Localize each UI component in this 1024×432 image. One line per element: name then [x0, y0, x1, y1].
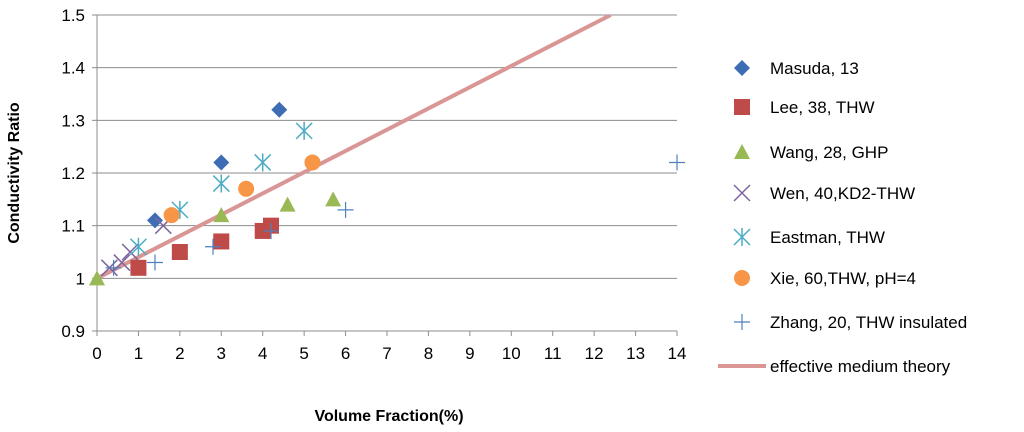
x-tick-label: 12 [585, 344, 604, 363]
legend-marker [734, 60, 750, 76]
legend-marker [734, 144, 750, 159]
data-point [213, 233, 230, 250]
data-point [271, 101, 288, 118]
data-point [337, 201, 354, 218]
data-point [213, 154, 230, 171]
data-point [295, 121, 313, 140]
x-tick-label: 2 [175, 344, 184, 363]
series-line-effective-medium-theory [97, 15, 612, 281]
legend-marker [733, 184, 751, 202]
x-tick-label: 7 [382, 344, 391, 363]
series-4 [129, 121, 313, 256]
series-2 [89, 191, 342, 286]
legend-marker [734, 99, 750, 115]
x-tick-label: 1 [134, 344, 143, 363]
data-point [238, 180, 255, 197]
y-tick-label: 1.4 [61, 59, 85, 78]
legend: Masuda, 13 Lee, 38, THW Wang, 28, GHP Wen, … [718, 59, 967, 376]
x-axis-title: Volume Fraction(%) [314, 408, 463, 425]
x-axis-ticks: 0 1 2 3 4 5 6 7 8 9 10 11 12 13 14 [92, 331, 686, 363]
legend-label: Xie, 60,THW, pH=4 [770, 269, 916, 288]
legend-label: Masuda, 13 [770, 59, 859, 78]
data-point [130, 259, 147, 276]
x-tick-label: 11 [544, 344, 562, 363]
x-tick-label: 4 [258, 344, 267, 363]
y-tick-label: 0.9 [61, 322, 85, 341]
legend-label: Wang, 28, GHP [770, 143, 888, 162]
y-axis-ticks: 0.9 1 1.1 1.2 1.3 1.4 1.5 [61, 6, 97, 341]
x-tick-label: 14 [668, 344, 687, 363]
y-tick-label: 1.2 [61, 164, 85, 183]
data-point [147, 212, 163, 229]
legend-label: Eastman, THW [770, 228, 885, 247]
x-tick-label: 0 [92, 344, 101, 363]
x-tick-label: 13 [626, 344, 645, 363]
x-tick-label: 3 [217, 344, 226, 363]
series-1 [130, 217, 279, 276]
series-5 [163, 154, 321, 224]
gridlines [97, 14, 677, 332]
data-point [129, 237, 147, 256]
y-tick-label: 1.5 [61, 6, 85, 25]
x-tick-label: 9 [465, 344, 474, 363]
data-point [213, 207, 230, 223]
legend-label: Lee, 38, THW [770, 98, 875, 117]
y-tick-label: 1 [76, 269, 85, 288]
data-point [163, 207, 180, 224]
data-point [304, 154, 321, 171]
data-point [669, 154, 685, 171]
legend-marker [734, 314, 750, 330]
data-point [171, 244, 188, 260]
x-tick-label: 10 [502, 344, 521, 363]
data-point [254, 153, 272, 172]
data-point [212, 174, 230, 193]
legend-label: effective medium theory [770, 357, 951, 376]
x-tick-label: 5 [299, 344, 308, 363]
y-tick-label: 1.3 [61, 111, 85, 130]
series-6 [105, 154, 685, 276]
data-point [205, 238, 221, 255]
data-point [147, 254, 163, 271]
legend-label: Zhang, 20, THW insulated [770, 313, 967, 332]
data-point [263, 222, 279, 239]
legend-label: Wen, 40,KD2-THW [770, 184, 915, 203]
y-tick-label: 1.1 [61, 217, 85, 236]
x-tick-label: 8 [424, 344, 433, 363]
data-point [89, 270, 105, 286]
y-axis-title: Conductivity Ratio [6, 102, 23, 244]
data-point [279, 196, 296, 212]
series-0 [147, 101, 288, 229]
legend-marker [733, 228, 751, 246]
data-point [105, 259, 122, 276]
x-tick-label: 6 [341, 344, 350, 363]
data-point [121, 243, 139, 261]
data-point [325, 191, 342, 207]
legend-marker [734, 270, 750, 286]
